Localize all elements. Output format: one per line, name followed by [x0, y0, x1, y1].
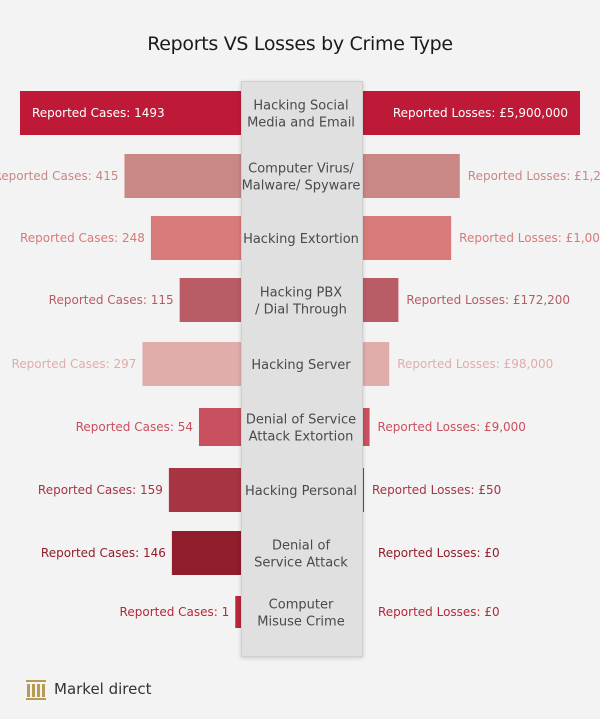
losses-bar [361, 91, 580, 135]
category-label: Computer [269, 598, 334, 613]
losses-bar [361, 154, 460, 198]
cases-bar [179, 278, 241, 322]
category-label: / Dial Through [255, 303, 347, 318]
losses-bar [361, 278, 399, 322]
losses-bar [361, 216, 452, 260]
category-label: Denial of [272, 539, 331, 554]
cases-data-label: Reported Cases: 54 [76, 420, 193, 434]
category-panel [241, 81, 363, 657]
markel-logo-icon [26, 680, 46, 700]
losses-data-label: Reported Losses: £9,000 [378, 420, 526, 434]
losses-data-label: Reported Losses: £1,000,000 [459, 231, 600, 245]
losses-data-label: Reported Losses: £0 [378, 605, 500, 619]
cases-data-label: Reported Cases: 159 [38, 483, 163, 497]
category-label: Media and Email [247, 116, 355, 131]
category-label: Hacking Server [251, 358, 351, 373]
cases-bar [150, 216, 241, 260]
category-label: Malware/ Spyware [242, 179, 361, 194]
category-label: Denial of Service [246, 413, 356, 428]
cases-data-label: Reported Cases: 146 [41, 546, 166, 560]
cases-bar [235, 596, 241, 628]
cases-bar [168, 468, 241, 512]
cases-data-label: Reported Cases: 1493 [32, 106, 165, 120]
losses-bar [361, 342, 390, 386]
brand-name: Markel direct [54, 680, 152, 698]
brand: Markel direct [26, 678, 152, 700]
cases-data-label: Reported Cases: 248 [20, 231, 145, 245]
cases-data-label: Reported Cases: 115 [49, 293, 174, 307]
category-label: Misuse Crime [257, 615, 344, 630]
category-label: Hacking Extortion [243, 232, 359, 247]
losses-data-label: Reported Losses: £0 [378, 546, 500, 560]
chart-title: Reports VS Losses by Crime Type [147, 33, 453, 55]
losses-data-label: Reported Losses: £50 [372, 483, 501, 497]
losses-data-label: Reported Losses: £172,200 [406, 293, 570, 307]
cases-data-label: Reported Cases: 415 [0, 169, 118, 183]
category-label: Attack Extortion [249, 430, 354, 445]
category-label: Hacking Personal [245, 484, 357, 499]
category-label: Hacking PBX [260, 286, 342, 301]
losses-data-label: Reported Losses: £5,900,000 [393, 106, 568, 120]
cases-bar [20, 91, 241, 135]
losses-data-label: Reported Losses: £98,000 [397, 357, 553, 371]
cases-data-label: Reported Cases: 1 [120, 605, 230, 619]
cases-bar [142, 342, 241, 386]
losses-bar [361, 408, 370, 446]
cases-bar [171, 531, 241, 575]
cases-bar [124, 154, 241, 198]
cases-data-label: Reported Cases: 297 [11, 357, 136, 371]
category-label: Hacking Social [253, 99, 348, 114]
losses-data-label: Reported Losses: £1,200,000 [468, 169, 600, 183]
category-label: Computer Virus/ [248, 162, 354, 177]
category-label: Service Attack [254, 556, 348, 571]
cases-bar [198, 408, 241, 446]
